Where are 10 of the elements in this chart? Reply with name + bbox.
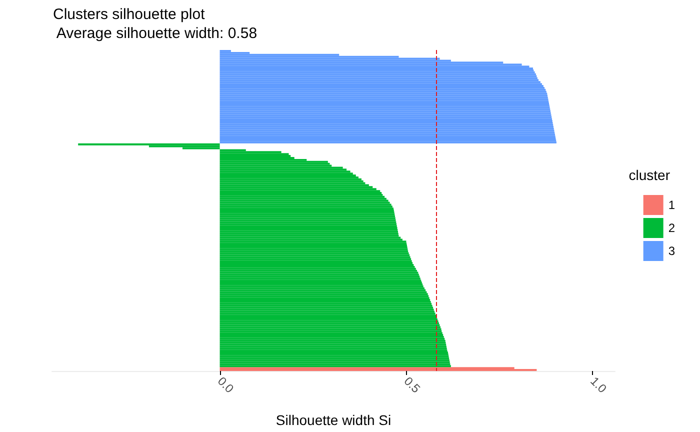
x-tick-label: 1.0 — [588, 374, 610, 396]
legend-label: 1 — [668, 198, 676, 212]
legend-label: 2 — [668, 221, 676, 235]
x-tick-label: 0.5 — [401, 374, 424, 396]
x-tick-label: 0.0 — [214, 374, 237, 396]
legend-title: cluster — [628, 167, 670, 183]
chart-title: Clusters silhouette plot — [53, 6, 206, 23]
x-axis-title: Silhouette width Si — [276, 412, 392, 428]
legend-label: 3 — [668, 244, 676, 258]
chart-subtitle: Average silhouette width: 0.58 — [53, 25, 258, 42]
